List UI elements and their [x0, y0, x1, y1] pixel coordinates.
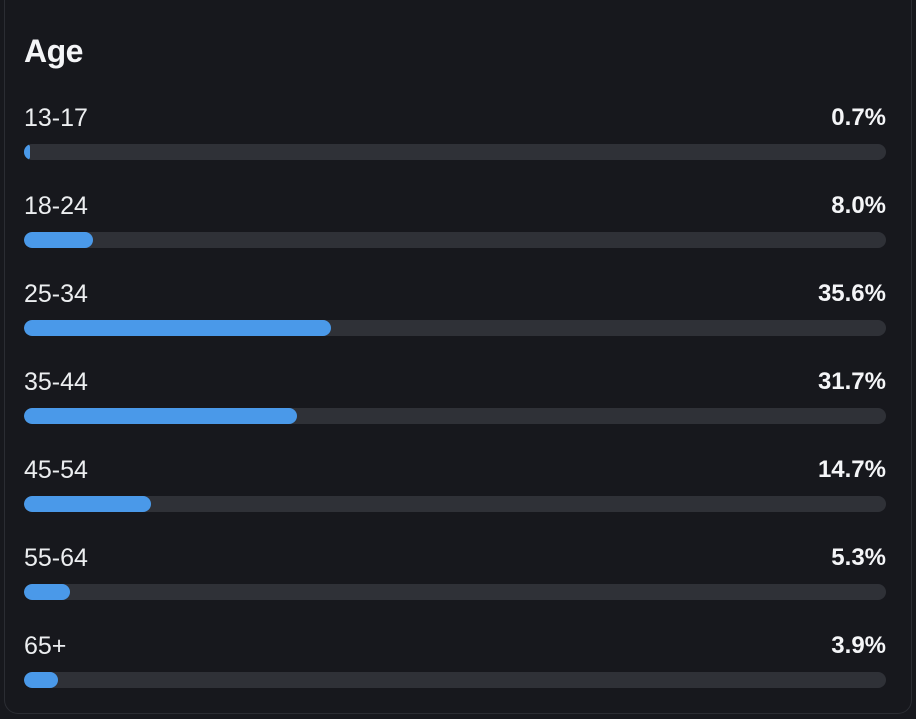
bar-fill: [24, 144, 31, 160]
age-group-label: 65+: [24, 632, 67, 660]
bar-track: [24, 408, 886, 424]
percentage-label: 3.9%: [831, 632, 886, 659]
age-row: 35-44 31.7%: [24, 367, 886, 455]
age-card: Age 13-17 0.7% 18-24 8.0% 25-34 35.6% 35-44 31.…: [4, 0, 912, 714]
age-row: 45-54 14.7%: [24, 455, 886, 543]
age-distribution-list: 13-17 0.7% 18-24 8.0% 25-34 35.6% 35-44 31.7% 45…: [24, 103, 886, 719]
age-row: 13-17 0.7%: [24, 103, 886, 191]
age-group-label: 25-34: [24, 280, 88, 308]
bar-track: [24, 672, 886, 688]
percentage-label: 8.0%: [831, 192, 886, 219]
bar-fill: [24, 232, 93, 248]
age-group-label: 55-64: [24, 544, 88, 572]
bar-track: [24, 232, 886, 248]
age-group-label: 35-44: [24, 368, 88, 396]
percentage-label: 5.3%: [831, 544, 886, 571]
age-row: 55-64 5.3%: [24, 543, 886, 631]
bar-fill: [24, 584, 70, 600]
bar-track: [24, 144, 886, 160]
bar-fill: [24, 408, 298, 424]
bar-track: [24, 320, 886, 336]
age-row: 18-24 8.0%: [24, 191, 886, 279]
bar-track: [24, 496, 886, 512]
age-group-label: 18-24: [24, 192, 88, 220]
percentage-label: 31.7%: [817, 368, 886, 395]
card-title: Age: [24, 33, 83, 69]
age-row: 65+ 3.9%: [24, 631, 886, 719]
age-group-label: 45-54: [24, 456, 88, 484]
age-group-label: 13-17: [24, 104, 88, 132]
age-row: 25-34 35.6%: [24, 279, 886, 367]
bar-fill: [24, 672, 58, 688]
bar-track: [24, 584, 886, 600]
percentage-label: 0.7%: [831, 104, 886, 131]
bar-fill: [24, 320, 331, 336]
percentage-label: 35.6%: [817, 280, 886, 307]
bar-fill: [24, 496, 151, 512]
percentage-label: 14.7%: [817, 456, 886, 483]
